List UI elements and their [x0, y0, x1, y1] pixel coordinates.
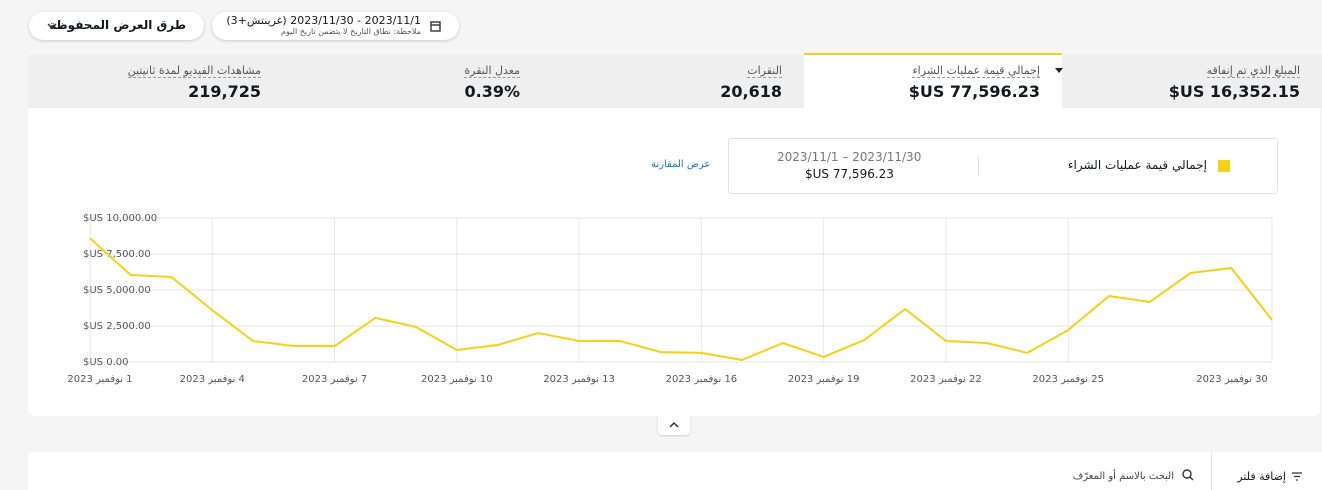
saved-views-button[interactable]: طرق العرض المحفوظة	[29, 12, 204, 40]
y-tick-label: $US 10,000.00	[83, 213, 157, 224]
metric-label: مشاهدات الفيديو لمدة ثانيتين	[127, 64, 261, 78]
y-tick-label: $US 0.00	[83, 357, 128, 368]
x-tick-label: 30 نوفمبر 2023	[1196, 374, 1268, 385]
date-range: 2023/11/1 - 2023/11/30 (غرينتش+3)	[226, 14, 421, 27]
saved-views-label: طرق العرض المحفوظة	[49, 18, 186, 32]
x-tick-label: 22 نوفمبر 2023	[910, 374, 982, 385]
compare-link[interactable]: عرض المقارنة	[651, 159, 711, 170]
x-tick-label: 10 نوفمبر 2023	[421, 374, 493, 385]
x-tick-label: 7 نوفمبر 2023	[302, 374, 367, 385]
metric-label: معدل النقرة	[464, 64, 520, 78]
x-tick-label: 25 نوفمبر 2023	[1032, 374, 1104, 385]
metric-value: 0.39%	[464, 82, 520, 101]
metric-tab[interactable]: النقرات 20,618	[542, 55, 804, 108]
metric-label: النقرات	[747, 64, 782, 78]
legend-swatch	[1218, 160, 1230, 172]
add-filter[interactable]: إضافة فلتر	[1237, 470, 1286, 483]
chevron-up-icon	[669, 421, 679, 428]
metric-label: إجمالي قيمة عمليات الشراء	[912, 64, 1040, 78]
dropdown-icon	[1055, 68, 1063, 73]
divider	[1211, 452, 1212, 490]
date-note: ملاحظة: نطاق التاريخ لا يتضمن تاريخ اليو…	[281, 27, 421, 36]
chevron-icon	[47, 23, 57, 30]
metric-tab[interactable]: معدل النقرة 0.39%	[283, 55, 542, 108]
y-tick-label: $US 2,500.00	[83, 321, 151, 332]
metric-label: المبلغ الذي تم إنفاقه	[1206, 64, 1300, 78]
metric-tab[interactable]: المبلغ الذي تم إنفاقه $US 16,352.15	[1062, 55, 1322, 108]
x-tick-label: 1 نوفمبر 2023	[67, 374, 132, 385]
filter-bar: إضافة فلتر البحث بالاسم أو المعرّف	[28, 452, 1322, 490]
y-tick-label: $US 7,500.00	[83, 249, 151, 260]
metric-tab[interactable]: مشاهدات الفيديو لمدة ثانيتين 219,725	[28, 55, 283, 108]
search-input[interactable]: البحث بالاسم أو المعرّف	[1072, 471, 1174, 482]
calendar-icon	[430, 21, 441, 32]
collapse-button[interactable]	[658, 416, 690, 435]
y-tick-label: $US 5,000.00	[83, 285, 151, 296]
legend-box: إجمالي قيمة عمليات الشراء 2023/11/1 – 20…	[728, 138, 1278, 194]
metric-value: 20,618	[720, 82, 782, 101]
x-tick-label: 16 نوفمبر 2023	[666, 374, 738, 385]
divider	[978, 157, 979, 175]
metric-value: 219,725	[188, 82, 261, 101]
filter-icon	[1292, 472, 1302, 481]
series-line	[89, 237, 1273, 361]
legend-range: 2023/11/1 – 2023/11/30	[777, 150, 922, 164]
metric-tab-selected[interactable]: إجمالي قيمة عمليات الشراء $US 77,596.23	[804, 53, 1063, 108]
x-tick-label: 13 نوفمبر 2023	[543, 374, 615, 385]
legend-name: إجمالي قيمة عمليات الشراء	[1067, 158, 1207, 172]
chart: $US 0.00 $US 2,500.00 $US 5,000.00 $US 7,50…	[67, 213, 1273, 385]
legend-total: $US 77,596.23	[805, 167, 894, 181]
date-range-button[interactable]: 2023/11/1 - 2023/11/30 (غرينتش+3) ملاحظة…	[212, 12, 459, 40]
search-icon	[1182, 469, 1194, 481]
x-tick-label: 19 نوفمبر 2023	[788, 374, 860, 385]
x-tick-label: 4 نوفمبر 2023	[180, 374, 245, 385]
metric-value: $US 77,596.23	[908, 82, 1040, 101]
metric-value: $US 16,352.15	[1168, 82, 1300, 101]
